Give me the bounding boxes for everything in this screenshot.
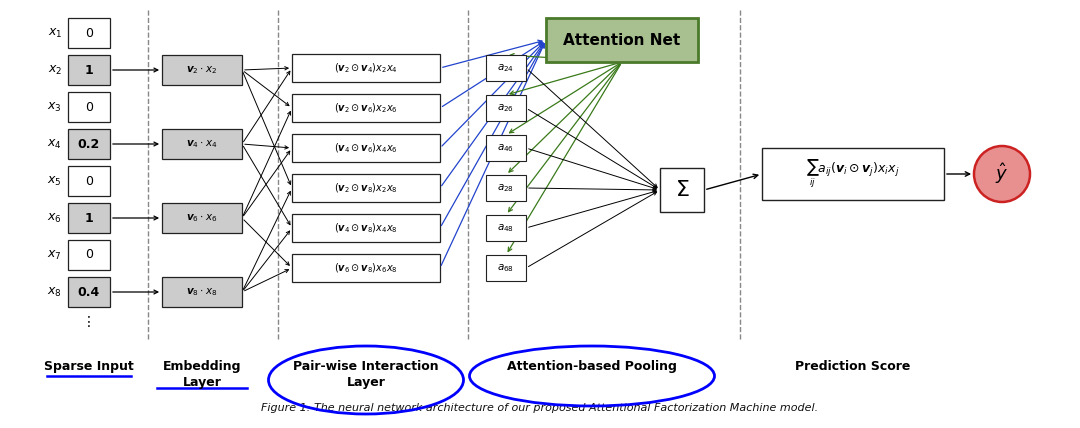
Text: $x_8$: $x_8$	[48, 285, 62, 299]
Bar	[486, 95, 526, 121]
Text: Figure 1: The neural network architecture of our proposed Attentional Factorizat: Figure 1: The neural network architectur…	[261, 403, 819, 413]
Bar	[68, 203, 110, 233]
Bar	[486, 255, 526, 281]
Bar	[292, 94, 440, 122]
Text: $x_7$: $x_7$	[48, 248, 62, 262]
Text: $\boldsymbol{v}_6 \cdot x_6$: $\boldsymbol{v}_6 \cdot x_6$	[187, 212, 218, 224]
Text: $\sum_{ij} a_{ij}(\boldsymbol{v}_i\odot\boldsymbol{v}_j)x_ix_j$: $\sum_{ij} a_{ij}(\boldsymbol{v}_i\odot\…	[807, 158, 900, 190]
Bar	[292, 134, 440, 162]
Text: 1: 1	[84, 63, 93, 77]
Bar	[660, 168, 704, 212]
Text: $x_3$: $x_3$	[48, 101, 62, 113]
Text: Pair-wise Interaction
Layer: Pair-wise Interaction Layer	[293, 360, 438, 389]
Bar	[486, 135, 526, 161]
Text: $x_6$: $x_6$	[48, 211, 62, 225]
Text: 0.4: 0.4	[78, 285, 100, 298]
Text: 1: 1	[84, 211, 93, 225]
Text: $a_{28}$: $a_{28}$	[498, 182, 514, 194]
Text: Attention-based Pooling: Attention-based Pooling	[508, 360, 677, 373]
Bar	[546, 18, 698, 62]
Bar	[162, 129, 242, 159]
Text: $a_{26}$: $a_{26}$	[498, 102, 514, 114]
Text: Attention Net: Attention Net	[564, 33, 680, 48]
Bar	[162, 203, 242, 233]
Bar	[292, 254, 440, 282]
Text: $\hat{y}$: $\hat{y}$	[996, 162, 1009, 186]
Bar	[486, 215, 526, 241]
Bar	[162, 277, 242, 307]
Text: 0: 0	[85, 27, 93, 39]
Bar	[292, 174, 440, 202]
Bar	[292, 214, 440, 242]
Text: $(\boldsymbol{v}_4\odot\boldsymbol{v}_8)x_4x_8$: $(\boldsymbol{v}_4\odot\boldsymbol{v}_8)…	[334, 221, 397, 235]
Text: $(\boldsymbol{v}_2\odot\boldsymbol{v}_6)x_2x_6$: $(\boldsymbol{v}_2\odot\boldsymbol{v}_6)…	[334, 101, 397, 115]
Text: 0: 0	[85, 101, 93, 113]
Bar	[68, 277, 110, 307]
Bar	[68, 240, 110, 270]
Text: 0.2: 0.2	[78, 137, 100, 151]
Bar	[68, 92, 110, 122]
Text: Prediction Score: Prediction Score	[795, 360, 910, 373]
Circle shape	[974, 146, 1030, 202]
Text: $x_2$: $x_2$	[48, 63, 62, 77]
Text: $(\boldsymbol{v}_6\odot\boldsymbol{v}_8)x_6x_8$: $(\boldsymbol{v}_6\odot\boldsymbol{v}_8)…	[334, 261, 397, 275]
Text: $x_1$: $x_1$	[48, 27, 62, 39]
Text: $a_{68}$: $a_{68}$	[498, 262, 514, 274]
Text: $a_{48}$: $a_{48}$	[498, 222, 514, 234]
Bar	[162, 55, 242, 85]
Text: $\boldsymbol{v}_4 \cdot x_4$: $\boldsymbol{v}_4 \cdot x_4$	[186, 138, 218, 150]
Text: $x_5$: $x_5$	[48, 175, 62, 187]
Bar	[762, 148, 944, 200]
Text: $(\boldsymbol{v}_2\odot\boldsymbol{v}_8)x_2x_8$: $(\boldsymbol{v}_2\odot\boldsymbol{v}_8)…	[334, 181, 397, 195]
Bar	[68, 129, 110, 159]
Text: $(\boldsymbol{v}_2\odot\boldsymbol{v}_4)x_2x_4$: $(\boldsymbol{v}_2\odot\boldsymbol{v}_4)…	[334, 61, 397, 75]
Bar	[486, 175, 526, 201]
Text: $a_{46}$: $a_{46}$	[498, 142, 514, 154]
Text: $\Sigma$: $\Sigma$	[675, 180, 689, 200]
Text: ⋮: ⋮	[82, 315, 96, 329]
Text: Embedding
Layer: Embedding Layer	[163, 360, 241, 389]
Text: $(\boldsymbol{v}_4\odot\boldsymbol{v}_6)x_4x_6$: $(\boldsymbol{v}_4\odot\boldsymbol{v}_6)…	[334, 141, 397, 155]
Bar	[68, 166, 110, 196]
Text: $\boldsymbol{v}_2 \cdot x_2$: $\boldsymbol{v}_2 \cdot x_2$	[187, 64, 217, 76]
Text: $\boldsymbol{v}_8 \cdot x_8$: $\boldsymbol{v}_8 \cdot x_8$	[187, 286, 218, 298]
Text: $a_{24}$: $a_{24}$	[498, 62, 514, 74]
Bar	[68, 18, 110, 48]
Text: 0: 0	[85, 249, 93, 262]
Text: 0: 0	[85, 175, 93, 187]
Bar	[486, 55, 526, 81]
Text: $x_4$: $x_4$	[48, 137, 62, 151]
Text: Sparse Input: Sparse Input	[44, 360, 134, 373]
Bar	[292, 54, 440, 82]
Bar	[68, 55, 110, 85]
